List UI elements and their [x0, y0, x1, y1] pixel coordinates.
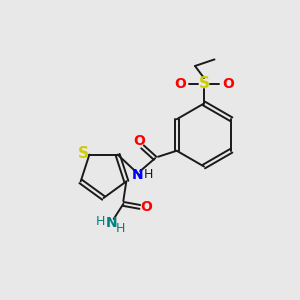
Text: N: N — [106, 215, 117, 230]
Text: S: S — [199, 76, 209, 92]
Text: O: O — [140, 200, 152, 214]
Text: H: H — [144, 168, 153, 181]
Text: O: O — [222, 77, 234, 91]
Text: O: O — [133, 134, 145, 148]
Text: N: N — [131, 168, 143, 182]
Text: O: O — [174, 77, 186, 91]
Text: S: S — [78, 146, 89, 160]
Text: H: H — [116, 222, 125, 235]
Text: H: H — [96, 214, 106, 227]
